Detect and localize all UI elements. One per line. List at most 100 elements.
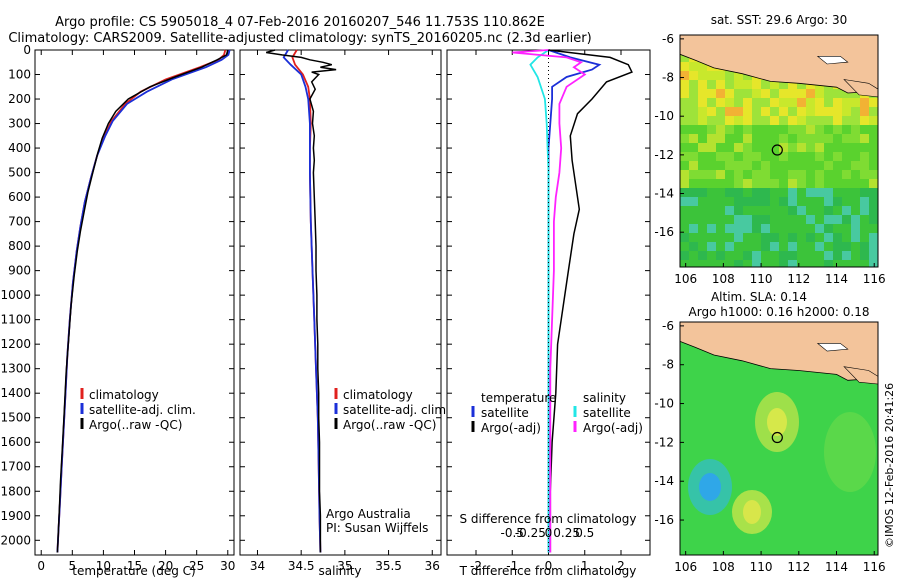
x-tick-label: 25 (189, 559, 204, 573)
sst-cell (707, 161, 716, 170)
sst-cell (851, 179, 860, 188)
sst-cell (698, 107, 707, 116)
sst-cell (761, 179, 770, 188)
salinity-axis-label: salinity (318, 564, 361, 578)
sst-cell (734, 98, 743, 107)
sst-cell (797, 233, 806, 242)
sst-cell (743, 242, 752, 251)
sst-cell (698, 224, 707, 233)
sst-cell (689, 143, 698, 152)
sst-cell (752, 206, 761, 215)
sst-cell (779, 107, 788, 116)
sst-cell (770, 170, 779, 179)
sst-cell (689, 260, 698, 267)
sst-cell (743, 188, 752, 197)
sla-ridge (824, 412, 876, 492)
sst-cell (788, 170, 797, 179)
sst-cell (842, 134, 851, 143)
sst-cell (770, 152, 779, 161)
sst-cell (851, 215, 860, 224)
sst-cell (851, 98, 860, 107)
sst-cell (779, 260, 788, 267)
sst-cell (725, 116, 734, 125)
sst-cell (770, 116, 779, 125)
sst-cell (707, 233, 716, 242)
legend-sal-label: satellite (583, 406, 631, 420)
y-tick-label: 300 (8, 117, 31, 131)
y-tick-label: 1500 (0, 411, 31, 425)
sst-cell (851, 224, 860, 233)
sst-cell (833, 161, 842, 170)
y-tick-label: 1400 (0, 386, 31, 400)
sst-cell (788, 134, 797, 143)
sst-cell (860, 260, 869, 267)
sst-cell (842, 98, 851, 107)
series-line-satellite (547, 49, 602, 553)
sst-cell (707, 251, 716, 260)
sst-cell (698, 152, 707, 161)
sst-cell (842, 161, 851, 170)
sst-cell (725, 233, 734, 242)
sst-cell (833, 152, 842, 161)
sst-cell (698, 62, 707, 71)
sst-cell (806, 143, 815, 152)
salinity-annotation-line-2: PI: Susan Wijffels (326, 521, 428, 535)
sst-cell (752, 251, 761, 260)
sst-cell (869, 143, 878, 152)
map-y-tick-label: -12 (654, 148, 674, 162)
x-tick-label: 35 (337, 559, 352, 573)
sst-cell (860, 134, 869, 143)
sst-cell (869, 260, 878, 267)
sst-cell (752, 89, 761, 98)
sst-cell (815, 116, 824, 125)
sst-cell (716, 71, 725, 80)
sst-cell (689, 233, 698, 242)
sst-cell (743, 224, 752, 233)
sst-cell (806, 89, 815, 98)
sst-cell (851, 116, 860, 125)
side-stamp: ©IMOS 12-Feb-2016 20:41:26 (883, 383, 896, 548)
sst-cell (707, 224, 716, 233)
sst-cell (869, 107, 878, 116)
sst-cell (689, 89, 698, 98)
sst-cell (806, 134, 815, 143)
sst-cell (779, 80, 788, 89)
sst-cell (770, 134, 779, 143)
x-tick-label: 15 (127, 559, 142, 573)
legend-temp-label: Argo(-adj) (481, 421, 541, 435)
sst-cell (752, 98, 761, 107)
sst-cell (851, 161, 860, 170)
sst-cell (725, 188, 734, 197)
sst-cell (752, 116, 761, 125)
sst-cell (860, 188, 869, 197)
sst-cell (860, 242, 869, 251)
sst-cell (833, 179, 842, 188)
sst-cell (815, 170, 824, 179)
sst-cell (707, 260, 716, 267)
sst-cell (860, 233, 869, 242)
s-tick-label: 0.5 (575, 526, 594, 540)
sst-cell (797, 89, 806, 98)
sst-cell (680, 161, 689, 170)
sst-cell (851, 188, 860, 197)
sst-cell (824, 143, 833, 152)
sst-cell (743, 107, 752, 116)
sst-cell (734, 188, 743, 197)
s-tick-label: 0.25 (553, 526, 580, 540)
sst-cell (869, 242, 878, 251)
y-tick-label: 1300 (0, 362, 31, 376)
sst-cell (707, 143, 716, 152)
sst-cell (707, 98, 716, 107)
map-x-tick-label: 106 (674, 560, 697, 574)
sst-cell (743, 197, 752, 206)
sst-cell (842, 206, 851, 215)
sst-cell (707, 89, 716, 98)
sst-cell (833, 134, 842, 143)
sst-cell (815, 143, 824, 152)
sst-cell (752, 107, 761, 116)
sst-cell (815, 188, 824, 197)
y-tick-label: 100 (8, 68, 31, 82)
y-tick-label: 400 (8, 141, 31, 155)
legend-label-argo: Argo(..raw -QC) (343, 418, 436, 432)
sst-cell (698, 215, 707, 224)
